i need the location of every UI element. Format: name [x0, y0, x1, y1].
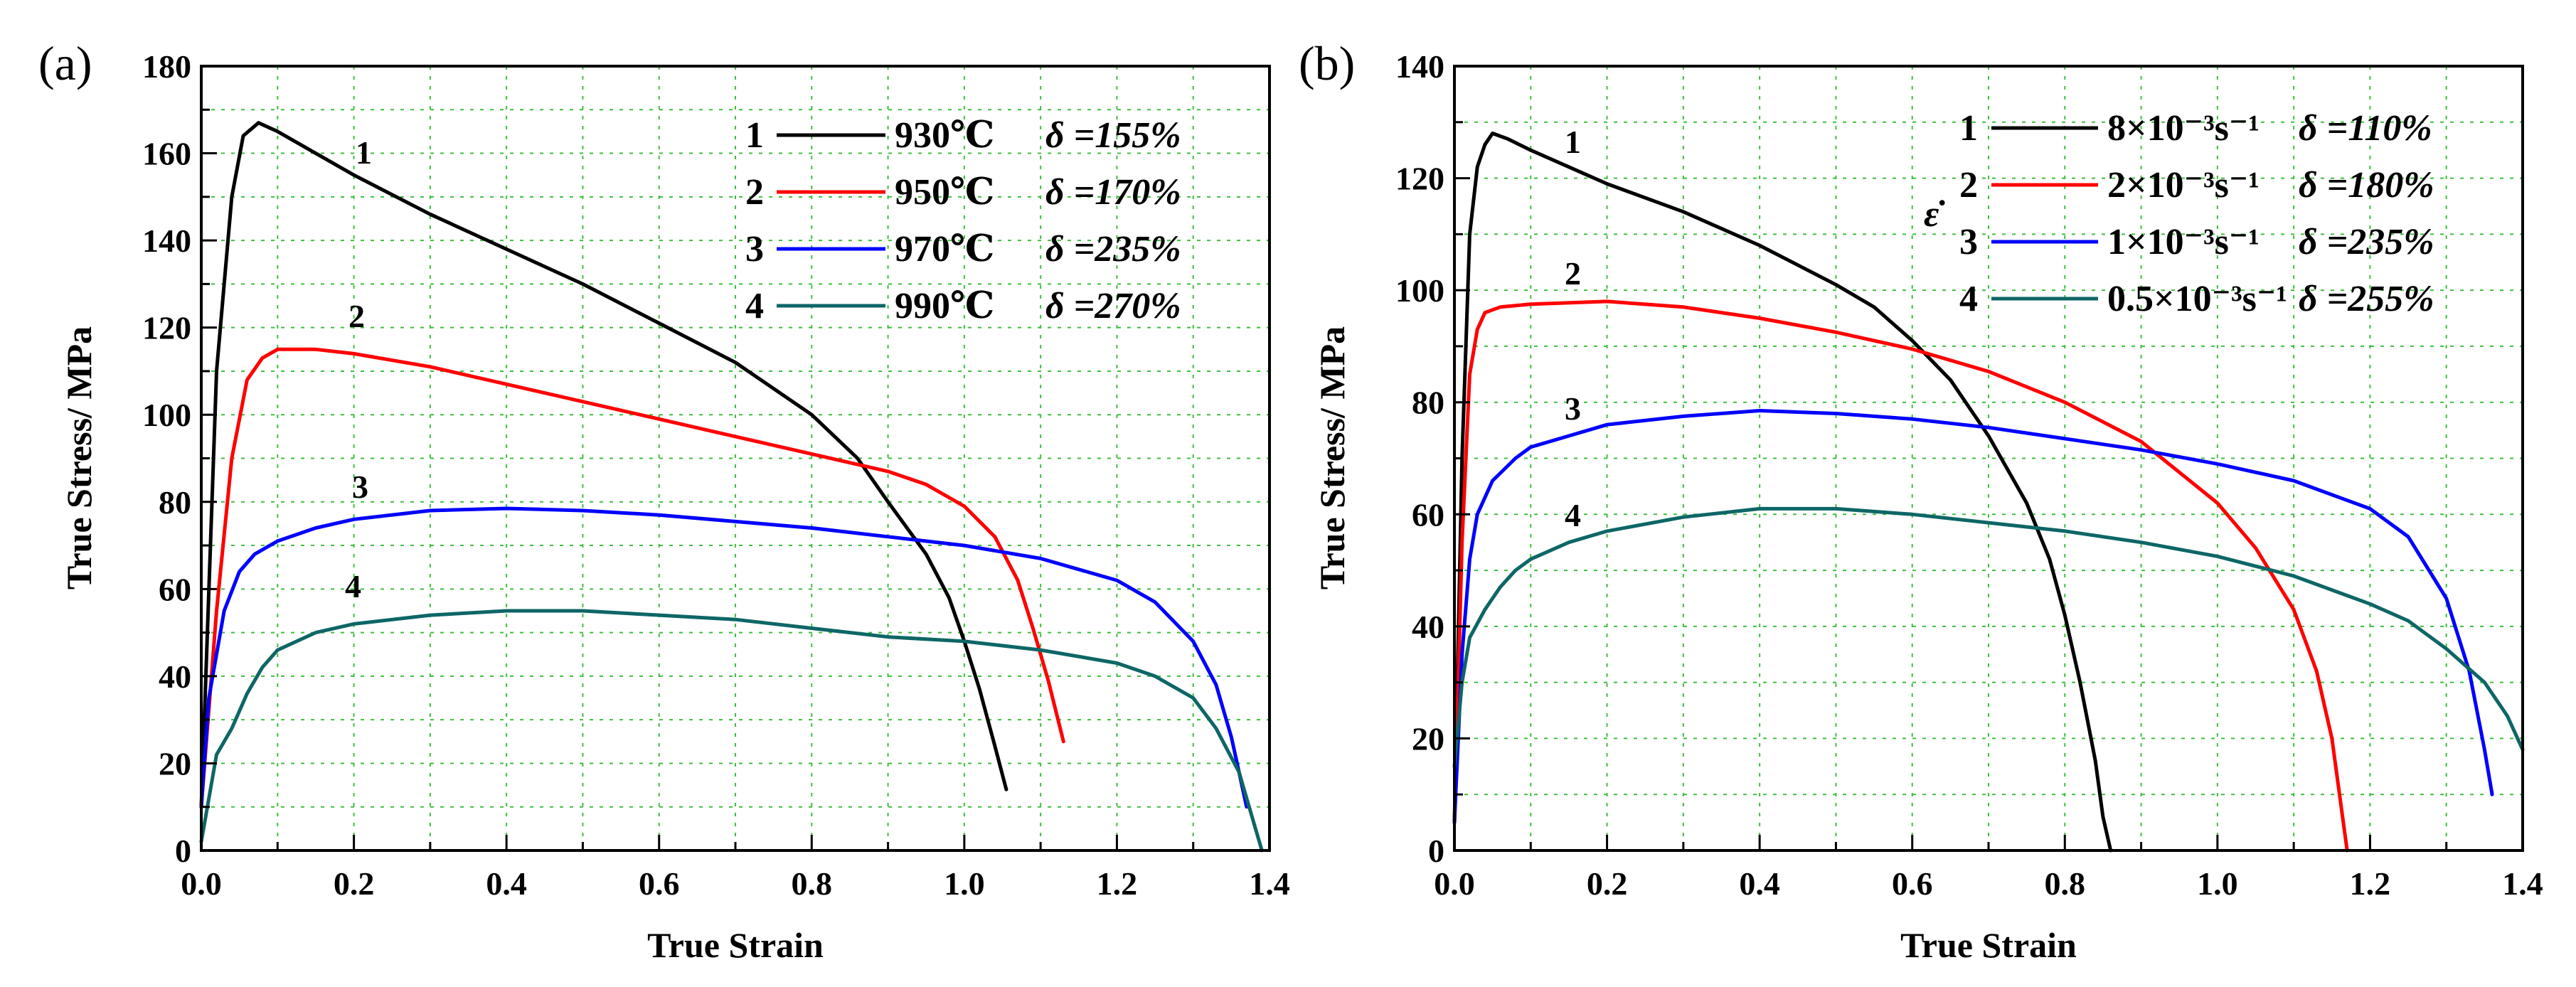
y-tick-label: 120: [1395, 161, 1444, 197]
y-tick-label: 60: [159, 571, 191, 607]
curve-number-label: 1: [1565, 124, 1581, 160]
series-line-3: [1452, 409, 2494, 825]
legend-delta-label: δ =235%: [1045, 229, 1181, 270]
panel-a-ticks: 0.0 0.2 0.4 0.6 0.8 1.0 1.2 1.4 0 20 40 60 80 100 120 1…: [142, 48, 1290, 902]
curve-number-label: 4: [1565, 497, 1581, 533]
x-tick-label: 0.2: [334, 865, 375, 902]
x-tick-label: 1.0: [944, 865, 985, 902]
y-tick-label: 20: [1412, 720, 1444, 757]
series-line-3: [199, 506, 1249, 809]
curve-number-label: 1: [356, 134, 372, 171]
y-tick-label: 140: [142, 223, 191, 259]
panel-a-x-axis-title: True Strain: [647, 925, 824, 965]
y-tick-label: 100: [142, 397, 191, 433]
x-tick-label: 0.4: [1739, 865, 1780, 902]
legend-delta-label: δ =155%: [1045, 115, 1181, 156]
legend-series-name: 8×10⁻³s⁻¹: [2107, 108, 2260, 149]
legend-delta-label: δ =170%: [1045, 172, 1181, 213]
panel-a-grid: [201, 66, 1270, 850]
panel-b-x-axis-title: True Strain: [1900, 925, 2077, 965]
curve-number-label: 3: [1565, 390, 1581, 427]
curve-number-label: 2: [348, 298, 365, 334]
panel-b-y-axis-title: True Stress/ MPa: [1312, 326, 1352, 589]
panel-a-curves: [199, 121, 1264, 853]
legend-number: 1: [1959, 108, 1978, 149]
x-tick-label: 0.4: [486, 865, 527, 902]
y-tick-label: 120: [142, 310, 191, 346]
y-tick-label: 80: [1412, 385, 1444, 421]
panel-a-legend: 1 930℃ δ =155% 2 950℃ δ =170% 3 970℃ δ =235% 4 990…: [745, 115, 1181, 326]
y-tick-label: 80: [159, 484, 191, 521]
x-tick-label: 0.0: [1434, 865, 1475, 902]
x-tick-label: 1.2: [2350, 865, 2391, 902]
x-tick-label: 1.2: [1097, 865, 1138, 902]
legend-number: 4: [745, 286, 764, 326]
panel-a-curve-labels: 1 2 3 4: [345, 134, 372, 604]
series-line-2: [1452, 299, 2349, 853]
legend-series-name: 0.5×10⁻³s⁻¹: [2107, 279, 2287, 319]
x-tick-label: 0.6: [1892, 865, 1933, 902]
legend-number: 4: [1959, 279, 1978, 319]
y-tick-label: 40: [159, 658, 191, 695]
y-tick-label: 100: [1395, 272, 1444, 309]
panel-b-ticks: 0.0 0.2 0.4 0.6 0.8 1.0 1.2 1.4 0 20 40 60 80 100 120 1…: [1395, 48, 2543, 902]
y-tick-label: 160: [142, 136, 191, 172]
y-tick-label: 40: [1412, 609, 1444, 645]
x-tick-label: 0.2: [1587, 865, 1628, 902]
legend-delta-label: δ =270%: [1045, 286, 1181, 326]
series-line-1: [199, 121, 1008, 809]
legend-number: 3: [745, 229, 764, 270]
x-tick-label: 0.0: [181, 865, 222, 902]
legend-delta-label: δ =110%: [2299, 108, 2432, 149]
panel-b-legend: 1 8×10⁻³s⁻¹ δ =110% 2 2×10⁻³s⁻¹ δ =180% 3 1×10⁻…: [1924, 108, 2434, 319]
curve-number-label: 4: [345, 568, 361, 604]
x-tick-label: 0.8: [792, 865, 833, 902]
x-tick-label: 1.0: [2197, 865, 2238, 902]
series-line-1: [1452, 132, 2113, 853]
legend-delta-label: δ =255%: [2299, 279, 2434, 319]
legend-delta-label: δ =235%: [2299, 222, 2434, 262]
series-line-4: [199, 609, 1264, 853]
panel-a-y-axis-title: True Stress/ MPa: [59, 326, 99, 589]
legend-number: 3: [1959, 222, 1978, 262]
y-tick-label: 180: [142, 48, 191, 85]
legend-number: 1: [745, 115, 764, 156]
y-tick-label: 20: [159, 745, 191, 781]
panel-b-curves: [1452, 132, 2525, 853]
panel-b-chart: 0.0 0.2 0.4 0.6 0.8 1.0 1.2 1.4 0 20 40 60 80 100 120 1…: [1299, 36, 2543, 965]
panel-b-grid: [1454, 66, 2523, 850]
legend-series-name: 950℃: [895, 172, 994, 213]
y-tick-label: 60: [1412, 496, 1444, 533]
panel-a-label: (a): [38, 36, 92, 90]
legend-series-name: 2×10⁻³s⁻¹: [2107, 165, 2260, 206]
legend-series-name: 1×10⁻³s⁻¹: [2107, 222, 2260, 262]
legend-delta-label: δ =180%: [2299, 165, 2434, 206]
legend-series-name: 930℃: [895, 115, 994, 156]
series-line-2: [199, 347, 1065, 809]
x-tick-label: 0.8: [2045, 865, 2086, 902]
legend-series-name: 990℃: [895, 286, 994, 326]
legend-strain-rate-symbol: ε̇: [1924, 194, 1945, 235]
x-tick-label: 1.4: [2502, 865, 2543, 902]
y-tick-label: 0: [175, 833, 191, 869]
legend-number: 2: [1959, 165, 1978, 206]
legend-series-name: 970℃: [895, 229, 994, 270]
panel-b-label: (b): [1299, 36, 1355, 90]
legend-number: 2: [745, 172, 764, 213]
panel-b-curve-labels: 1 2 3 4: [1565, 124, 1581, 533]
curve-number-label: 3: [352, 469, 368, 505]
series-line-4: [1452, 506, 2525, 769]
curve-number-label: 2: [1565, 255, 1581, 292]
panel-a-chart: 0.0 0.2 0.4 0.6 0.8 1.0 1.2 1.4 0 20 40 60 80 100 120 1…: [38, 36, 1290, 965]
x-tick-label: 1.4: [1249, 865, 1290, 902]
y-tick-label: 0: [1428, 833, 1444, 869]
x-tick-label: 0.6: [639, 865, 680, 902]
y-tick-label: 140: [1395, 48, 1444, 85]
